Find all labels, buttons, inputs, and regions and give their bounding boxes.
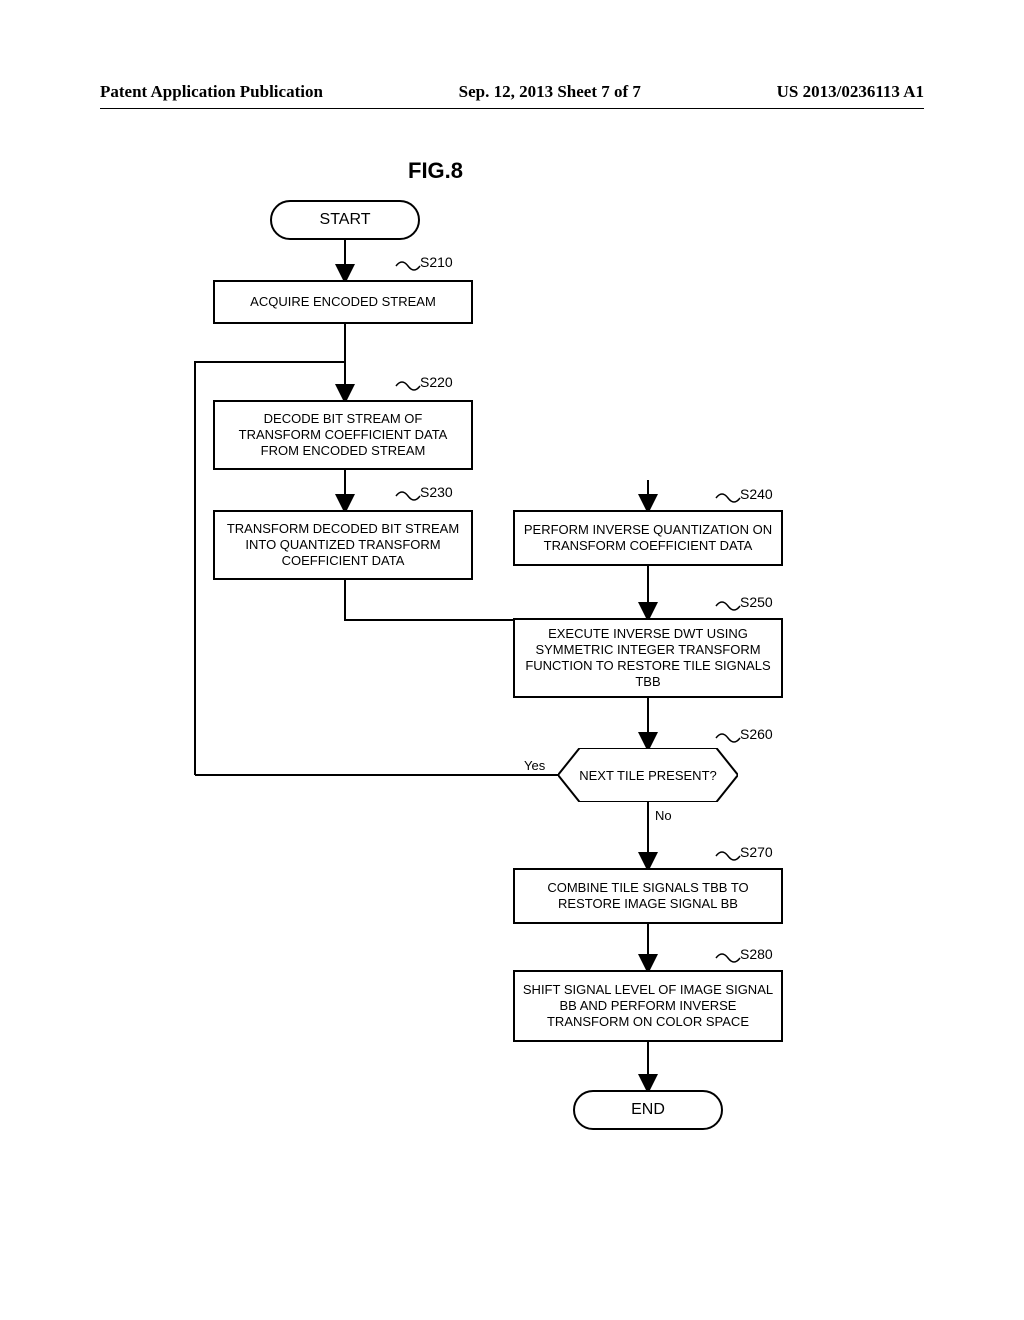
- step-label-s280: S280: [740, 946, 773, 962]
- end-terminator: END: [573, 1090, 723, 1130]
- header-left: Patent Application Publication: [100, 82, 323, 102]
- step-label-s260: S260: [740, 726, 773, 742]
- s210-process: ACQUIRE ENCODED STREAM: [213, 280, 473, 324]
- edge-label-yes: Yes: [524, 758, 545, 773]
- step-label-s240: S240: [740, 486, 773, 502]
- s220-process: DECODE BIT STREAM OF TRANSFORM COEFFICIE…: [213, 400, 473, 470]
- header-right: US 2013/0236113 A1: [777, 82, 924, 102]
- step-label-s210: S210: [420, 254, 453, 270]
- step-label-s220: S220: [420, 374, 453, 390]
- header-row: Patent Application Publication Sep. 12, …: [100, 82, 924, 102]
- s270-process: COMBINE TILE SIGNALS TBB TO RESTORE IMAG…: [513, 868, 783, 924]
- s230-process: TRANSFORM DECODED BIT STREAM INTO QUANTI…: [213, 510, 473, 580]
- s240-process: PERFORM INVERSE QUANTIZATION ON TRANSFOR…: [513, 510, 783, 566]
- page: Patent Application Publication Sep. 12, …: [0, 0, 1024, 1320]
- start-terminator: START: [270, 200, 420, 240]
- s260-decision: NEXT TILE PRESENT?: [558, 748, 738, 802]
- edge-label-no: No: [655, 808, 672, 823]
- step-label-s270: S270: [740, 844, 773, 860]
- s280-process: SHIFT SIGNAL LEVEL OF IMAGE SIGNAL BB AN…: [513, 970, 783, 1042]
- connectors-layer: [0, 0, 1024, 1320]
- s250-process: EXECUTE INVERSE DWT USING SYMMETRIC INTE…: [513, 618, 783, 698]
- figure-title: FIG.8: [408, 158, 463, 184]
- step-label-s230: S230: [420, 484, 453, 500]
- step-label-s250: S250: [740, 594, 773, 610]
- header-center: Sep. 12, 2013 Sheet 7 of 7: [459, 82, 641, 102]
- header-rule: [100, 108, 924, 109]
